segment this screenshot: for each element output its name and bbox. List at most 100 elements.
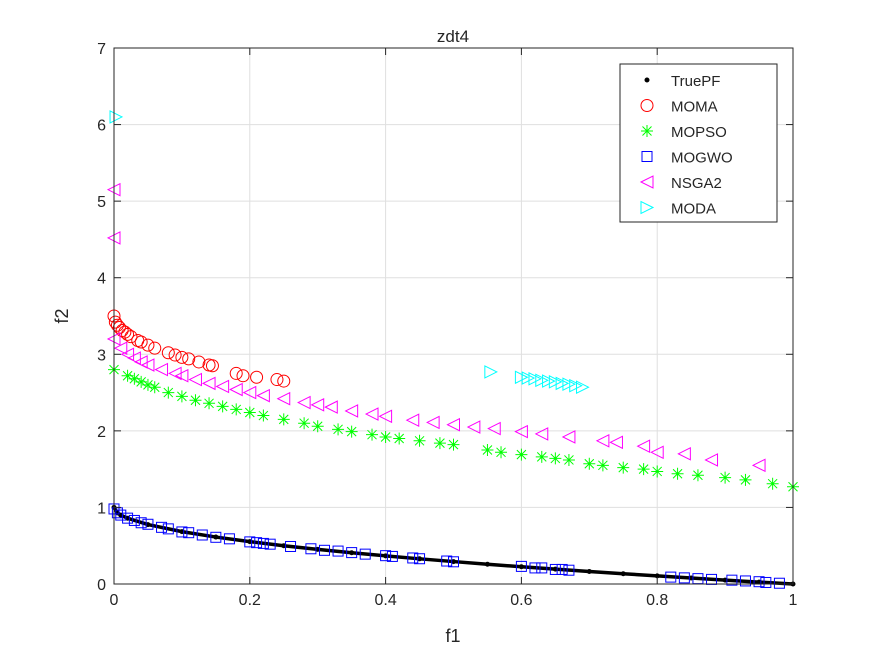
mogwo-point — [285, 540, 297, 552]
legend-box — [619, 63, 778, 223]
series-moma — [107, 309, 291, 388]
mopso-point — [481, 444, 494, 456]
nsga2-point — [276, 391, 291, 406]
mogwo-point — [380, 550, 392, 562]
nsga2-point — [650, 445, 664, 460]
nsga2-point — [344, 404, 359, 418]
mopso-point — [121, 369, 134, 382]
nsga2-point — [561, 430, 576, 444]
moma-point — [270, 373, 284, 387]
mopso-point — [230, 403, 243, 416]
nsga2-point — [201, 376, 216, 391]
y-tick-label: 0 — [97, 577, 106, 594]
x-tick-label: 0.8 — [646, 592, 668, 609]
mopso-point — [243, 406, 256, 419]
mopso-point — [691, 469, 704, 482]
mopso-point — [311, 420, 324, 433]
mopso-point — [203, 397, 216, 410]
mogwo-point — [128, 514, 140, 526]
mogwo-point — [678, 572, 690, 584]
moma-point — [110, 318, 124, 332]
x-tick-label: 0.4 — [374, 592, 396, 609]
moda-point — [576, 380, 590, 395]
mopso-point — [766, 477, 779, 490]
y-tick-label: 3 — [97, 347, 106, 364]
mopso-point — [637, 463, 650, 476]
moma-point — [236, 369, 250, 383]
moma-point — [141, 338, 155, 352]
mogwo-point — [529, 562, 541, 574]
moma-point — [148, 341, 162, 355]
mopso-point — [175, 390, 188, 403]
mogwo-point — [665, 571, 677, 583]
moma-point — [175, 350, 189, 364]
mopso-point — [393, 432, 406, 445]
truepf-point — [586, 569, 592, 575]
series-mogwo — [108, 503, 785, 589]
ticks: 0 0.2 0.4 0.6 0.8 1 0 1 2 3 4 5 6 7 — [97, 41, 797, 609]
nsga2-point — [127, 351, 141, 365]
legend-item-moda: MODA — [640, 201, 716, 218]
mogwo-point — [318, 544, 330, 556]
mopso-point — [216, 400, 229, 413]
mopso-point — [719, 471, 732, 484]
mogwo-point — [332, 545, 344, 557]
nsga2-point — [704, 453, 719, 467]
nsga2-point — [215, 379, 230, 394]
truepf-point — [620, 571, 626, 577]
nsga2-point — [446, 417, 460, 432]
moma-point — [229, 366, 243, 380]
mogwo-point — [515, 560, 527, 572]
mopso-point — [277, 413, 290, 426]
nsga2-point — [120, 347, 135, 362]
mogwo-point — [563, 564, 575, 576]
legend-item-mopso: MOPSO — [641, 124, 727, 141]
mogwo-point — [183, 527, 195, 539]
mopso-point — [162, 386, 175, 399]
mogwo-point — [773, 577, 785, 589]
legend-marker-nsga2 — [639, 175, 654, 189]
moma-point — [134, 335, 148, 349]
mogwo-point — [346, 547, 358, 559]
mopso-point — [298, 417, 311, 430]
legend-label: MOGWO — [671, 150, 733, 167]
moda-point — [535, 373, 549, 388]
mogwo-point — [726, 574, 738, 586]
x-tick-label: 1 — [789, 592, 798, 609]
moda-point — [562, 377, 577, 391]
nsga2-point — [140, 358, 155, 372]
truepf-point — [349, 550, 355, 556]
x-tick-label: 0.6 — [510, 592, 532, 609]
nsga2-point — [677, 447, 691, 461]
mogwo-point — [556, 563, 568, 575]
mogwo-point — [196, 529, 208, 541]
mogwo-point — [162, 523, 174, 535]
mogwo-point — [407, 552, 419, 564]
nsga2-point — [487, 421, 501, 436]
mopso-point — [135, 375, 148, 388]
nsga2-point — [297, 395, 311, 410]
legend-item-mogwo: MOGWO — [641, 150, 733, 167]
moda-point — [555, 376, 570, 391]
truepf-point — [484, 561, 490, 567]
mogwo-point — [251, 537, 263, 549]
moda-point — [542, 374, 556, 388]
nsga2-point — [242, 385, 257, 400]
series-nsga2 — [106, 182, 766, 473]
legend-item-nsga2: NSGA2 — [639, 175, 722, 192]
nsga2-point — [595, 434, 610, 448]
mogwo-point — [142, 518, 154, 530]
legend-label: TruePF — [671, 73, 720, 90]
mogwo-point — [210, 531, 222, 543]
legend-marker-moma — [640, 99, 654, 112]
moda-point — [109, 110, 124, 124]
nsga2-point — [229, 382, 243, 397]
mopso-point — [379, 430, 392, 443]
mopso-point — [128, 372, 141, 385]
moda-point — [521, 371, 536, 385]
mopso-point — [651, 465, 664, 478]
mogwo-point — [536, 562, 548, 574]
legend-label: NSGA2 — [671, 175, 722, 192]
moma-point — [168, 348, 182, 362]
